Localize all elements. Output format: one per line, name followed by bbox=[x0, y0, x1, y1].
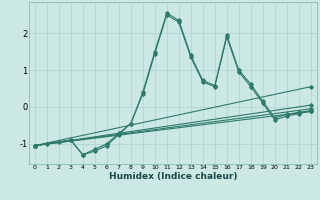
X-axis label: Humidex (Indice chaleur): Humidex (Indice chaleur) bbox=[108, 172, 237, 181]
